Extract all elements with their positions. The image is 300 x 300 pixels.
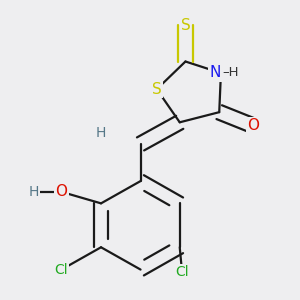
Text: S: S <box>152 82 162 97</box>
Text: N: N <box>210 65 221 80</box>
Text: H: H <box>28 185 39 199</box>
Text: H: H <box>96 126 106 140</box>
Text: –H: –H <box>223 67 239 80</box>
Text: O: O <box>247 118 259 133</box>
Text: Cl: Cl <box>55 262 68 277</box>
Text: O: O <box>56 184 68 200</box>
Text: Cl: Cl <box>175 265 189 279</box>
Text: S: S <box>181 17 190 32</box>
